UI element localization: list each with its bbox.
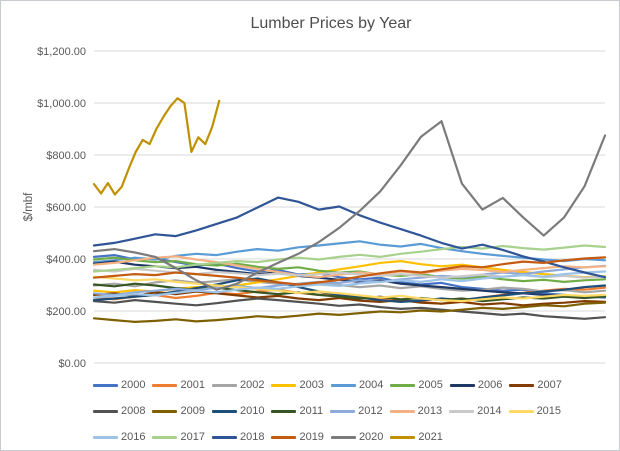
y-tick-label-200: $200.00 — [46, 306, 86, 318]
legend-item-2007[interactable]: 2007 — [509, 378, 562, 393]
series-line-2019[interactable] — [92, 256, 607, 286]
legend-item-2017[interactable]: 2017 — [152, 430, 205, 445]
legend-label-2006: 2006 — [477, 379, 503, 391]
legend-label-2007: 2007 — [537, 379, 562, 391]
legend-item-2006[interactable]: 2006 — [449, 378, 503, 393]
legend-swatch-2000 — [93, 384, 118, 387]
legend-item-2012[interactable]: 2012 — [330, 404, 383, 419]
legend-item-2014[interactable]: 2014 — [449, 404, 502, 419]
legend-label-2015: 2015 — [536, 405, 562, 417]
legend-swatch-2017 — [152, 436, 178, 439]
legend-label-2000: 2000 — [121, 379, 146, 391]
legend-label-2021: 2021 — [418, 431, 443, 443]
legend-item-2016[interactable]: 2016 — [93, 430, 145, 445]
legend-swatch-2007 — [509, 384, 535, 387]
legend-swatch-2011 — [271, 410, 297, 413]
legend-swatch-2002 — [211, 384, 237, 387]
series-line-2021[interactable] — [92, 97, 221, 196]
legend-swatch-2008 — [93, 410, 118, 413]
legend-swatch-2004 — [330, 384, 356, 387]
gridlines-group — [94, 50, 605, 364]
legend-swatch-2003 — [271, 384, 297, 387]
series-line-2016[interactable] — [92, 270, 607, 299]
legend-item-2003[interactable]: 2003 — [271, 378, 324, 393]
legend-swatch-2018 — [211, 436, 237, 439]
series-line-2008[interactable] — [92, 297, 607, 320]
legend-label-2016: 2016 — [121, 431, 146, 443]
legend-item-2015[interactable]: 2015 — [508, 404, 562, 419]
legend-label-2012: 2012 — [358, 405, 383, 417]
legend-label-2013: 2013 — [417, 405, 443, 417]
legend-item-2004[interactable]: 2004 — [330, 378, 384, 393]
legend-swatch-2019 — [271, 436, 297, 439]
legend-item-2008[interactable]: 2008 — [93, 404, 145, 419]
series-lines-group — [92, 97, 607, 323]
y-tick-labels-group: $0.00 $200.00 $400.00 $600.00 $800.00 $1,000.… — [37, 46, 86, 370]
legend-item-2010[interactable]: 2010 — [211, 404, 265, 419]
legend-swatch-2016 — [93, 436, 118, 439]
legend-label-2004: 2004 — [358, 379, 384, 391]
legend-label-2019: 2019 — [299, 431, 324, 443]
series-line-2018[interactable] — [92, 196, 607, 279]
legend-swatch-2010 — [211, 410, 237, 413]
legend-label-2009: 2009 — [180, 405, 205, 417]
legend-label-2002: 2002 — [239, 379, 265, 391]
series-line-2010[interactable] — [92, 277, 607, 303]
series-line-2002[interactable] — [92, 278, 607, 294]
y-tick-label-0: $0.00 — [58, 358, 86, 370]
legend-item-2018[interactable]: 2018 — [211, 430, 265, 445]
legend-item-2020[interactable]: 2020 — [330, 430, 384, 445]
legend-swatch-2001 — [152, 384, 178, 387]
legend-swatch-2009 — [152, 410, 178, 413]
chart-legend: 2000 2001 2002 2003 2004 2005 2006 2007 2008 2009… — [93, 378, 575, 445]
legend-swatch-2013 — [389, 410, 415, 413]
legend-item-2013[interactable]: 2013 — [389, 404, 443, 419]
legend-swatch-2021 — [390, 436, 416, 439]
legend-item-2019[interactable]: 2019 — [271, 430, 324, 445]
legend-swatch-2014 — [449, 410, 475, 413]
y-tick-label-800: $800.00 — [46, 150, 86, 162]
legend-swatch-2006 — [449, 384, 475, 387]
series-line-2015[interactable] — [92, 275, 607, 303]
chart-title: Lumber Prices by Year — [251, 15, 413, 32]
series-line-2004[interactable] — [92, 240, 607, 264]
y-axis-title: $/mbf — [23, 192, 35, 222]
legend-label-2017: 2017 — [180, 431, 205, 443]
y-tick-label-1000: $1,000.00 — [37, 98, 86, 110]
legend-item-2009[interactable]: 2009 — [152, 404, 205, 419]
legend-item-2002[interactable]: 2002 — [211, 378, 265, 393]
legend-item-2001[interactable]: 2001 — [152, 378, 205, 393]
series-line-2020[interactable] — [92, 120, 607, 291]
legend-label-2020: 2020 — [358, 431, 384, 443]
legend-label-2010: 2010 — [239, 405, 265, 417]
legend-label-2003: 2003 — [299, 379, 324, 391]
legend-label-2014: 2014 — [477, 405, 502, 417]
legend-item-2021[interactable]: 2021 — [390, 430, 443, 445]
legend-swatch-2005 — [390, 384, 416, 387]
series-line-2012[interactable] — [92, 264, 607, 296]
y-tick-label-1200: $1,200.00 — [37, 46, 86, 58]
legend-label-2001: 2001 — [180, 379, 205, 391]
legend-item-2000[interactable]: 2000 — [93, 378, 145, 393]
y-tick-label-600: $600.00 — [46, 202, 86, 214]
legend-swatch-2020 — [330, 436, 356, 439]
legend-label-2008: 2008 — [121, 405, 146, 417]
series-line-2007[interactable] — [92, 290, 607, 307]
legend-item-2011[interactable]: 2011 — [271, 404, 323, 419]
series-line-2017[interactable] — [92, 244, 607, 273]
y-tick-label-400: $400.00 — [46, 254, 86, 266]
legend-item-2005[interactable]: 2005 — [390, 378, 443, 393]
series-line-2005[interactable] — [92, 256, 607, 283]
series-line-2009[interactable] — [92, 301, 607, 323]
legend-label-2005: 2005 — [418, 379, 443, 391]
legend-swatch-2012 — [330, 410, 356, 413]
legend-swatch-2015 — [508, 410, 534, 413]
legend-label-2011: 2011 — [299, 405, 324, 417]
legend-label-2018: 2018 — [239, 431, 265, 443]
